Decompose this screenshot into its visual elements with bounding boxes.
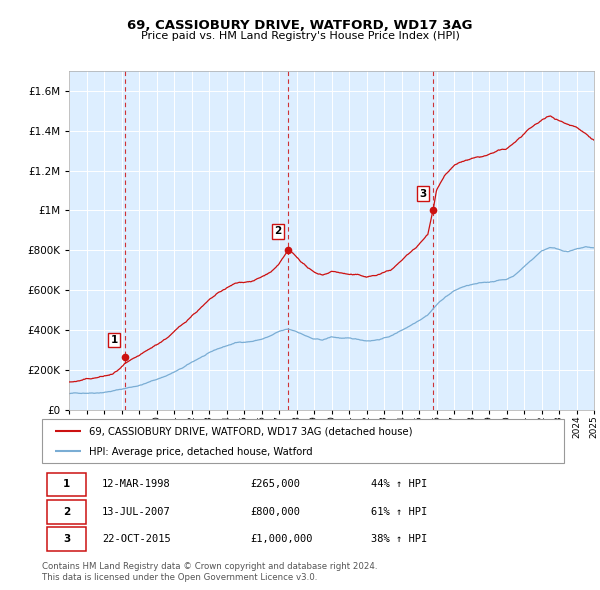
- Text: £800,000: £800,000: [251, 507, 301, 517]
- Text: 44% ↑ HPI: 44% ↑ HPI: [371, 480, 427, 489]
- Text: 1: 1: [63, 480, 70, 489]
- Text: 3: 3: [419, 189, 427, 198]
- Text: Contains HM Land Registry data © Crown copyright and database right 2024.
This d: Contains HM Land Registry data © Crown c…: [42, 562, 377, 582]
- FancyBboxPatch shape: [47, 500, 86, 524]
- Text: 3: 3: [63, 535, 70, 544]
- Text: 22-OCT-2015: 22-OCT-2015: [102, 535, 171, 544]
- Text: 13-JUL-2007: 13-JUL-2007: [102, 507, 171, 517]
- Text: Price paid vs. HM Land Registry's House Price Index (HPI): Price paid vs. HM Land Registry's House …: [140, 31, 460, 41]
- Text: £1,000,000: £1,000,000: [251, 535, 313, 544]
- Text: 2: 2: [63, 507, 70, 517]
- FancyBboxPatch shape: [47, 473, 86, 496]
- Text: 61% ↑ HPI: 61% ↑ HPI: [371, 507, 427, 517]
- Text: 38% ↑ HPI: 38% ↑ HPI: [371, 535, 427, 544]
- FancyBboxPatch shape: [47, 527, 86, 551]
- Text: 12-MAR-1998: 12-MAR-1998: [102, 480, 171, 489]
- FancyBboxPatch shape: [42, 419, 564, 463]
- Text: 2: 2: [274, 227, 281, 237]
- Text: £265,000: £265,000: [251, 480, 301, 489]
- Text: 1: 1: [111, 335, 118, 345]
- Text: HPI: Average price, detached house, Watford: HPI: Average price, detached house, Watf…: [89, 447, 313, 457]
- Text: 69, CASSIOBURY DRIVE, WATFORD, WD17 3AG: 69, CASSIOBURY DRIVE, WATFORD, WD17 3AG: [127, 19, 473, 32]
- Text: 69, CASSIOBURY DRIVE, WATFORD, WD17 3AG (detached house): 69, CASSIOBURY DRIVE, WATFORD, WD17 3AG …: [89, 427, 412, 436]
